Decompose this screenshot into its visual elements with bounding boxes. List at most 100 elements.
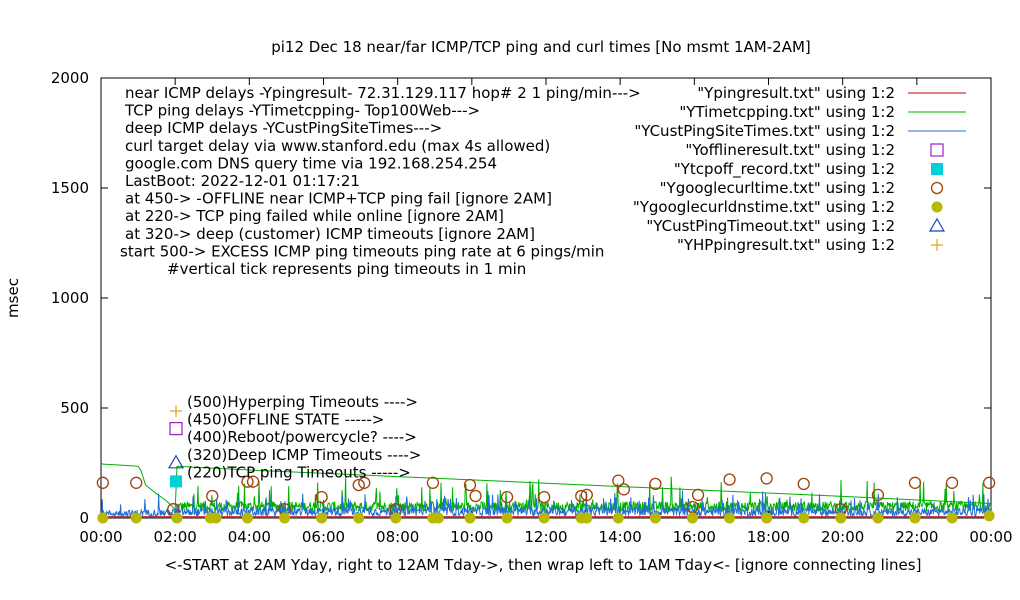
y-axis-label: msec [4,278,22,318]
data-point [871,488,885,502]
data-point [206,489,219,503]
data-point [617,483,631,496]
x-tick-label: 00:00 [79,528,122,546]
data-point [353,512,365,524]
legend: "Ypingresult.txt" using 1:2"YTimetcpping… [633,84,966,254]
x-tick-label: 12:00 [524,528,567,546]
data-point [210,512,222,524]
y-tick-label: 500 [60,399,89,417]
data-point [908,476,922,489]
legend-swatch [930,143,944,157]
series-layer [96,462,996,524]
data-point [432,512,444,524]
x-tick-label: 02:00 [154,528,197,546]
data-point [315,490,328,504]
data-point [130,476,143,489]
info-line: curl target delay via www.stanford.edu (… [125,137,550,155]
y-axis: 0 500 1000 1500 2000 [51,69,991,527]
data-point [724,512,736,524]
y-tick-label: 0 [79,509,89,527]
info-line: near ICMP delays -Ypingresult- 72.31.129… [125,84,641,102]
x-tick-label: 06:00 [302,528,345,546]
data-point [241,512,253,524]
data-point [946,512,958,524]
legend-label: "Ygooglecurltime.txt" using 1:2 [660,179,895,197]
chart-title: pi12 Dec 18 near/far ICMP/TCP ping and c… [271,38,811,56]
data-point [279,512,291,524]
data-point [982,476,996,489]
data-point [797,477,810,491]
data-point [96,476,110,489]
key-line: (400)Reboot/powercycle? ----> [187,428,417,446]
legend-label: "Ypingresult.txt" using 1:2 [697,84,895,102]
key-marker [167,454,185,469]
data-point [501,512,513,524]
data-point [798,512,810,524]
info-line: google.com DNS query time via 192.168.25… [125,154,497,172]
data-point [983,510,995,522]
legend-label: "Yofflineresult.txt" using 1:2 [685,141,895,159]
info-line: start 500-> EXCESS ICMP ping timeouts pi… [120,242,604,260]
data-point [835,512,847,524]
data-point [537,490,551,504]
key-line: (320)Deep ICMP Timeouts ----> [187,446,421,464]
x-tick-label: 18:00 [747,528,790,546]
data-point [909,512,921,524]
x-tick-label: 00:00 [969,528,1012,546]
data-point [760,472,773,485]
x-axis-label: <-START at 2AM Yday, right to 12AM Tday-… [165,556,922,574]
info-line: #vertical tick represents ping timeouts … [167,260,526,278]
legend-label: "YTimetcpping.txt" using 1:2 [679,103,895,121]
x-tick-label: 22:00 [895,528,938,546]
info-text: near ICMP delays -Ypingresult- 72.31.129… [120,84,641,278]
data-point [945,476,959,489]
data-point [612,474,625,487]
data-point [686,512,698,524]
x-tick-label: 10:00 [450,528,493,546]
data-point [872,512,884,524]
data-point [649,512,661,524]
info-line: at 220-> TCP ping failed while online [i… [125,207,504,225]
data-point [575,489,588,503]
key-line: (450)OFFLINE STATE -----> [187,411,384,429]
data-point [538,512,550,524]
key-line: (220)TCP ping Timeouts -----> [187,463,411,481]
series-6 [97,510,995,524]
data-point [761,512,773,524]
x-tick-label: 08:00 [376,528,419,546]
data-point [580,488,593,502]
data-point [241,475,254,488]
legend-label: "YCustPingTimeout.txt" using 1:2 [646,217,895,235]
key-marker [170,475,182,488]
data-point [463,478,477,492]
data-point [649,477,662,491]
data-point [358,476,371,489]
data-point [97,512,109,524]
data-point [426,476,440,489]
legend-swatch [928,217,946,232]
data-point [500,490,514,504]
y-tick-label: 1000 [51,289,89,307]
info-line: LastBoot: 2022-12-01 01:17:21 [125,172,360,190]
key-marker [169,422,183,436]
data-point [352,478,365,492]
legend-swatch [930,181,944,195]
data-point [464,512,476,524]
data-point [723,473,736,486]
data-point [316,512,328,524]
legend-swatch [931,201,943,213]
info-line: at 320-> deep (customer) ICMP timeouts [… [125,225,535,243]
y-tick-label: 1500 [51,179,89,197]
data-point [469,489,482,503]
data-point [691,488,705,502]
legend-label: "Ygooglecurldnstime.txt" using 1:2 [633,198,895,216]
data-point [130,512,142,524]
data-point [246,475,260,488]
legend-label: "YCustPingSiteTimes.txt" using 1:2 [634,122,895,140]
info-line: deep ICMP delays -YCustPingSiteTimes---> [125,119,442,137]
x-tick-label: 16:00 [673,528,716,546]
legend-swatch [931,163,943,175]
key-line: (500)Hyperping Timeouts ----> [187,393,418,411]
y-tick-label: 2000 [51,69,89,87]
